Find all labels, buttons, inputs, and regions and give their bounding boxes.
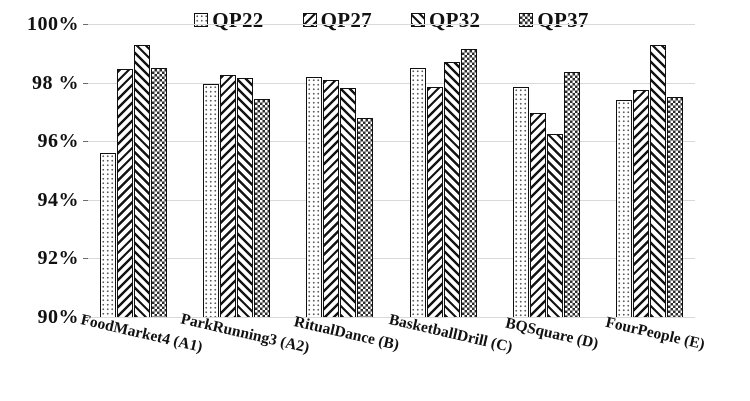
bar-qp22-2 [203, 84, 220, 317]
legend-label: QP22 [212, 8, 264, 32]
legend-label: QP32 [429, 8, 481, 32]
y-axis-tick [83, 317, 88, 318]
bar-qp32-3 [340, 88, 357, 317]
bar-qp27-1 [117, 69, 133, 317]
y-axis-label: 94% [37, 189, 79, 211]
legend-entry-qp22: QP22 [194, 9, 263, 31]
bar-group-4: BasketballDrill (C) [387, 24, 514, 356]
bar-qp22-1 [100, 152, 116, 317]
bar-qp37-4 [460, 48, 477, 317]
y-axis-tick [83, 24, 88, 25]
bar-qp37-2 [254, 98, 271, 317]
gridline [88, 24, 695, 25]
diagonal-forward-icon [302, 13, 317, 27]
bar-qp37-3 [357, 117, 374, 317]
bar-qp27-4 [426, 87, 443, 317]
bar-qp27-6 [632, 89, 649, 317]
bar-qp32-2 [237, 78, 254, 317]
bar-qp32-1 [134, 44, 150, 317]
chart-legend: QP22 QP27 QP32 QP37 [88, 9, 695, 31]
bar-qp32-5 [546, 133, 563, 317]
checkerboard-icon [519, 13, 534, 27]
bar-qp37-5 [563, 72, 580, 317]
y-axis-tick [83, 83, 88, 84]
bar-qp22-4 [409, 67, 426, 317]
legend-label: QP27 [320, 8, 372, 32]
bar-qp27-3 [323, 79, 340, 317]
legend-entry-qp32: QP32 [411, 9, 480, 31]
legend-entry-qp27: QP27 [302, 8, 372, 32]
dots-icon [194, 13, 209, 27]
bar-qp32-4 [443, 62, 460, 317]
y-axis-label: 90% [37, 306, 79, 328]
y-axis-label: 100% [27, 13, 79, 35]
y-axis-label: 92% [37, 247, 79, 269]
category-label: BasketballDrill (C) [387, 311, 515, 356]
bar-qp37-1 [151, 67, 167, 317]
gridline [88, 317, 695, 318]
bar-groups: FoodMarket4 (A1) ParkRunning3 (A2) RitualD… [79, 24, 707, 357]
gridline [88, 258, 695, 259]
bar-qp32-6 [649, 44, 666, 317]
bar-group-5: BQSquare (D) [504, 24, 600, 352]
y-axis-labels: 100% 98 % 96% 94% 92% 90% [0, 14, 79, 327]
bar-qp22-5 [512, 87, 529, 317]
bar-qp22-6 [615, 100, 632, 317]
gridline [88, 141, 695, 142]
legend-label: QP37 [537, 8, 589, 32]
diagonal-backward-icon [411, 13, 425, 27]
bar-qp27-2 [220, 75, 237, 317]
bar-qp37-6 [666, 97, 683, 317]
bar-group-6: FourPeople (E) [604, 24, 707, 353]
y-axis-label: 98 % [32, 72, 79, 94]
legend-entry-qp37: QP37 [519, 9, 588, 31]
category-label: BQSquare (D) [503, 314, 601, 353]
gridline [88, 83, 695, 84]
bar-qp22-3 [306, 76, 323, 317]
y-axis-tick [83, 141, 88, 142]
y-axis-label: 96% [37, 130, 79, 152]
category-label: FourPeople (E) [604, 313, 707, 354]
bar-group-3: RitualDance (B) [292, 24, 401, 354]
y-axis-tick [83, 258, 88, 259]
bar-qp27-5 [529, 113, 546, 317]
bar-group-1: FoodMarket4 (A1) [79, 24, 204, 356]
bar-group-2: ParkRunning3 (A2) [179, 24, 311, 357]
gridline [88, 200, 695, 201]
plot-area: FoodMarket4 (A1) ParkRunning3 (A2) RitualD… [79, 24, 707, 357]
y-axis-tick [83, 200, 88, 201]
